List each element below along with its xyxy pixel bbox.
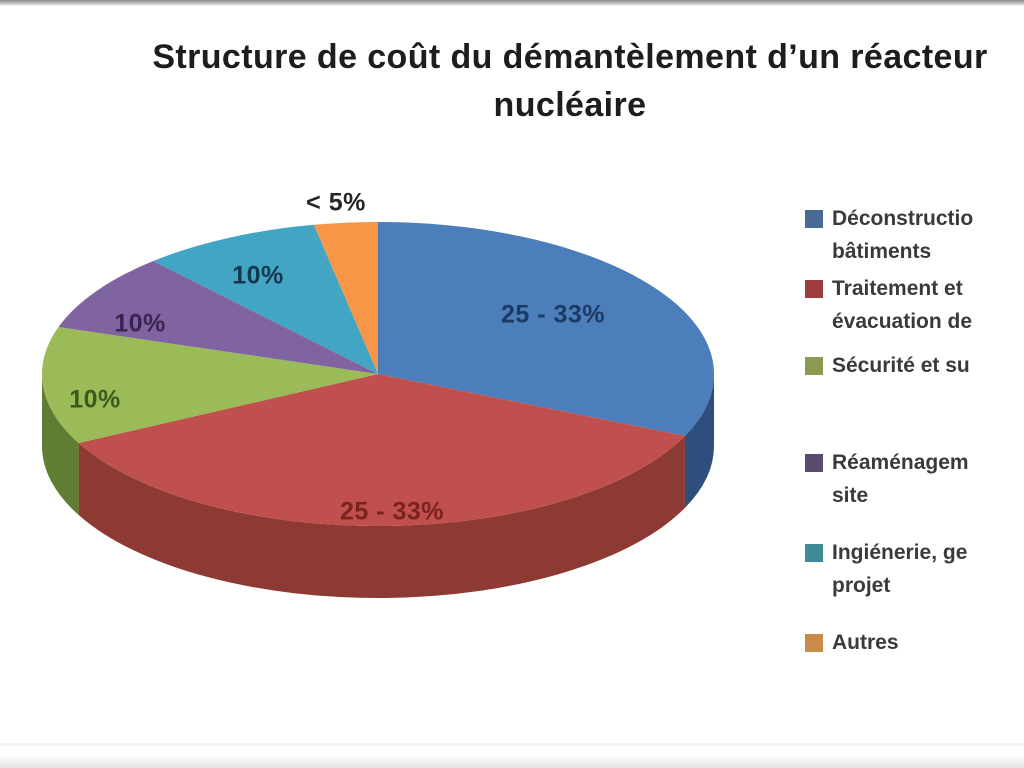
pie-slice-label-0: 25 - 33% <box>500 300 606 329</box>
pie-slice-side-0 <box>684 374 714 508</box>
pie-slice-2 <box>41 327 378 444</box>
pie-slice-label-4: 10% <box>232 261 284 290</box>
legend-swatch-2 <box>805 357 823 375</box>
pie-slice-1 <box>78 374 685 527</box>
legend: Déconstructio bâtiments Traitement et évacu… <box>805 0 1024 768</box>
legend-swatch-5 <box>805 634 823 652</box>
legend-item-4: Ingiénerie, ge projet <box>805 536 967 602</box>
legend-item-3: Réaménagem site <box>805 446 969 512</box>
pie-slice-side-2 <box>42 374 79 516</box>
legend-swatch-4 <box>805 544 823 562</box>
legend-item-5: Autres <box>805 626 899 659</box>
legend-label-1-line-0: Traitement et <box>832 277 963 300</box>
legend-item-2: Sécurité et su <box>805 349 970 382</box>
legend-label-1: Traitement et évacuation de <box>832 272 972 338</box>
pie-slice-4 <box>153 224 378 374</box>
pie-slice-side-1 <box>78 435 685 598</box>
legend-label-2-line-0: Sécurité et su <box>832 354 970 377</box>
legend-swatch-1 <box>805 280 823 298</box>
chart-title-line1: Structure de coût du démantèlement d’un … <box>152 38 988 76</box>
bottom-faint-rule <box>0 743 1024 746</box>
chart-title-line2: nucléaire <box>493 86 647 124</box>
legend-label-5-line-0: Autres <box>832 631 899 654</box>
legend-item-0: Déconstructio bâtiments <box>805 202 973 268</box>
legend-label-0-line-0: Déconstructio <box>832 207 974 230</box>
pie-slice-5 <box>313 222 378 374</box>
legend-label-3-line-1: site <box>832 484 869 507</box>
chart-title: Structure de coût du démantèlement d’un … <box>70 33 1024 129</box>
legend-label-5: Autres <box>832 626 899 659</box>
pie-slice-label-2: 10% <box>69 385 121 414</box>
legend-label-1-line-1: évacuation de <box>832 310 973 333</box>
legend-label-3: Réaménagem site <box>832 446 969 512</box>
legend-swatch-0 <box>805 210 823 228</box>
legend-label-0: Déconstructio bâtiments <box>832 202 973 268</box>
legend-label-4-line-1: projet <box>832 574 891 597</box>
legend-item-1: Traitement et évacuation de <box>805 272 972 338</box>
legend-label-4-line-0: Ingiénerie, ge <box>832 541 968 564</box>
legend-label-4: Ingiénerie, ge projet <box>832 536 967 602</box>
legend-label-3-line-0: Réaménagem <box>832 451 969 474</box>
legend-label-2: Sécurité et su <box>832 349 970 382</box>
pie-slice-label-1: 25 - 33% <box>339 497 445 526</box>
legend-swatch-3 <box>805 454 823 472</box>
pie-slice-0 <box>378 222 715 436</box>
pie-slice-label-3: 10% <box>114 309 166 338</box>
bottom-border-strip <box>0 757 1024 768</box>
legend-label-0-line-1: bâtiments <box>832 240 932 263</box>
pie-slice-3 <box>58 261 379 374</box>
pie-slice-label-5: < 5% <box>306 188 366 217</box>
top-border-line <box>0 0 1024 6</box>
